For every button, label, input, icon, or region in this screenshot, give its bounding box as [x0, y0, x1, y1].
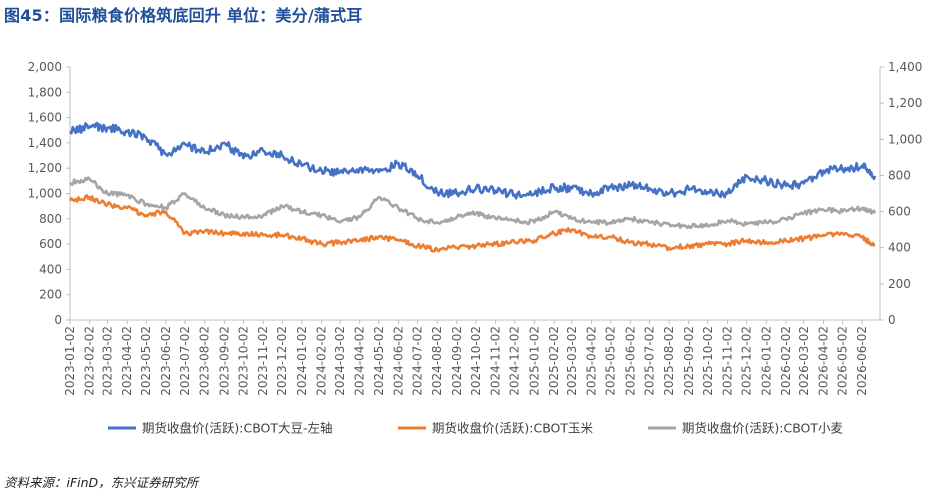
x-tick-label: 2023-01-02 [63, 326, 77, 396]
source-note: 资料来源：iFinD，东兴证券研究所 [4, 475, 199, 490]
left-tick-label: 800 [39, 212, 62, 226]
right-tick-label: 1,000 [888, 132, 922, 146]
left-tick-label: 1,400 [28, 136, 62, 150]
x-tick-label: 2024-02-02 [315, 326, 329, 396]
series-line-wheat [68, 176, 877, 230]
x-tick-label: 2025-06-02 [623, 326, 637, 396]
x-tick-label: 2024-05-02 [372, 326, 386, 396]
right-tick-label: 400 [888, 241, 911, 255]
x-tick-label: 2025-03-02 [565, 326, 579, 396]
left-tick-label: 600 [39, 237, 62, 251]
x-tick-label: 2024-10-02 [469, 326, 483, 396]
legend-corn-label: 期货收盘价(活跃):CBOT玉米 [432, 421, 594, 436]
x-tick-label: 2023-11-02 [256, 326, 270, 396]
x-tick-label: 2026-02-02 [779, 326, 793, 396]
x-tick-label: 2023-09-02 [217, 326, 231, 396]
left-tick-label: 400 [39, 262, 62, 276]
x-tick-label: 2023-04-02 [120, 326, 134, 396]
x-tick-label: 2025-11-02 [721, 326, 735, 396]
x-tick-label: 2025-04-02 [585, 326, 599, 396]
right-tick-label: 600 [888, 205, 911, 219]
right-tick-label: 1,400 [888, 60, 922, 74]
x-tick-label: 2024-06-02 [391, 326, 405, 396]
series-line-corn [68, 194, 876, 253]
x-tick-label: 2023-02-02 [83, 326, 97, 396]
left-tick-label: 200 [39, 288, 62, 302]
x-tick-label: 2025-02-02 [547, 326, 561, 396]
x-tick-label: 2025-12-02 [740, 326, 754, 396]
left-tick-label: 1,000 [28, 187, 62, 201]
left-tick-label: 1,600 [28, 111, 62, 125]
x-tick-label: 2024-07-02 [411, 326, 425, 396]
x-tick-label: 2024-03-02 [333, 326, 347, 396]
x-tick-label: 2026-05-02 [836, 326, 850, 396]
left-tick-label: 2,000 [28, 60, 62, 74]
x-tick-label: 2023-03-02 [100, 326, 114, 396]
x-tick-label: 2023-06-02 [159, 326, 173, 396]
x-tick-label: 2024-08-02 [430, 326, 444, 396]
left-tick-label: 0 [54, 313, 62, 327]
x-tick-label: 2024-01-02 [295, 326, 309, 396]
x-tick-label: 2023-12-02 [275, 326, 289, 396]
x-tick-label: 2024-09-02 [450, 326, 464, 396]
right-tick-label: 800 [888, 168, 911, 182]
legend-wheat-label: 期货收盘价(活跃):CBOT小麦 [682, 421, 844, 436]
x-tick-label: 2025-07-02 [642, 326, 656, 396]
x-tick-label: 2025-09-02 [682, 326, 696, 396]
x-tick-label: 2023-10-02 [236, 326, 250, 396]
x-tick-label: 2026-04-02 [816, 326, 830, 396]
x-tick-label: 2026-01-02 [759, 326, 773, 396]
x-tick-label: 2026-06-02 [855, 326, 869, 396]
x-tick-label: 2025-05-02 [604, 326, 618, 396]
right-tick-label: 200 [888, 277, 911, 291]
series-line-soybean [68, 121, 877, 200]
right-tick-label: 0 [888, 313, 896, 327]
legend-soybean-label: 期货收盘价(活跃):CBOT大豆-左轴 [142, 421, 333, 436]
x-tick-label: 2024-11-02 [489, 326, 503, 396]
right-tick-label: 1,200 [888, 96, 922, 110]
figure-title: 图45：国际粮食价格筑底回升 单位：美分/蒲式耳 [4, 6, 363, 25]
x-tick-label: 2023-08-02 [198, 326, 212, 396]
x-tick-label: 2025-10-02 [701, 326, 715, 396]
x-tick-label: 2026-03-02 [797, 326, 811, 396]
x-tick-label: 2025-08-02 [662, 326, 676, 396]
left-tick-label: 1,200 [28, 161, 62, 175]
x-tick-label: 2025-01-02 [527, 326, 541, 396]
x-tick-label: 2024-12-02 [508, 326, 522, 396]
x-tick-label: 2023-05-02 [139, 326, 153, 396]
x-tick-label: 2023-07-02 [178, 326, 192, 396]
left-tick-label: 1,800 [28, 85, 62, 99]
x-tick-label: 2024-04-02 [353, 326, 367, 396]
